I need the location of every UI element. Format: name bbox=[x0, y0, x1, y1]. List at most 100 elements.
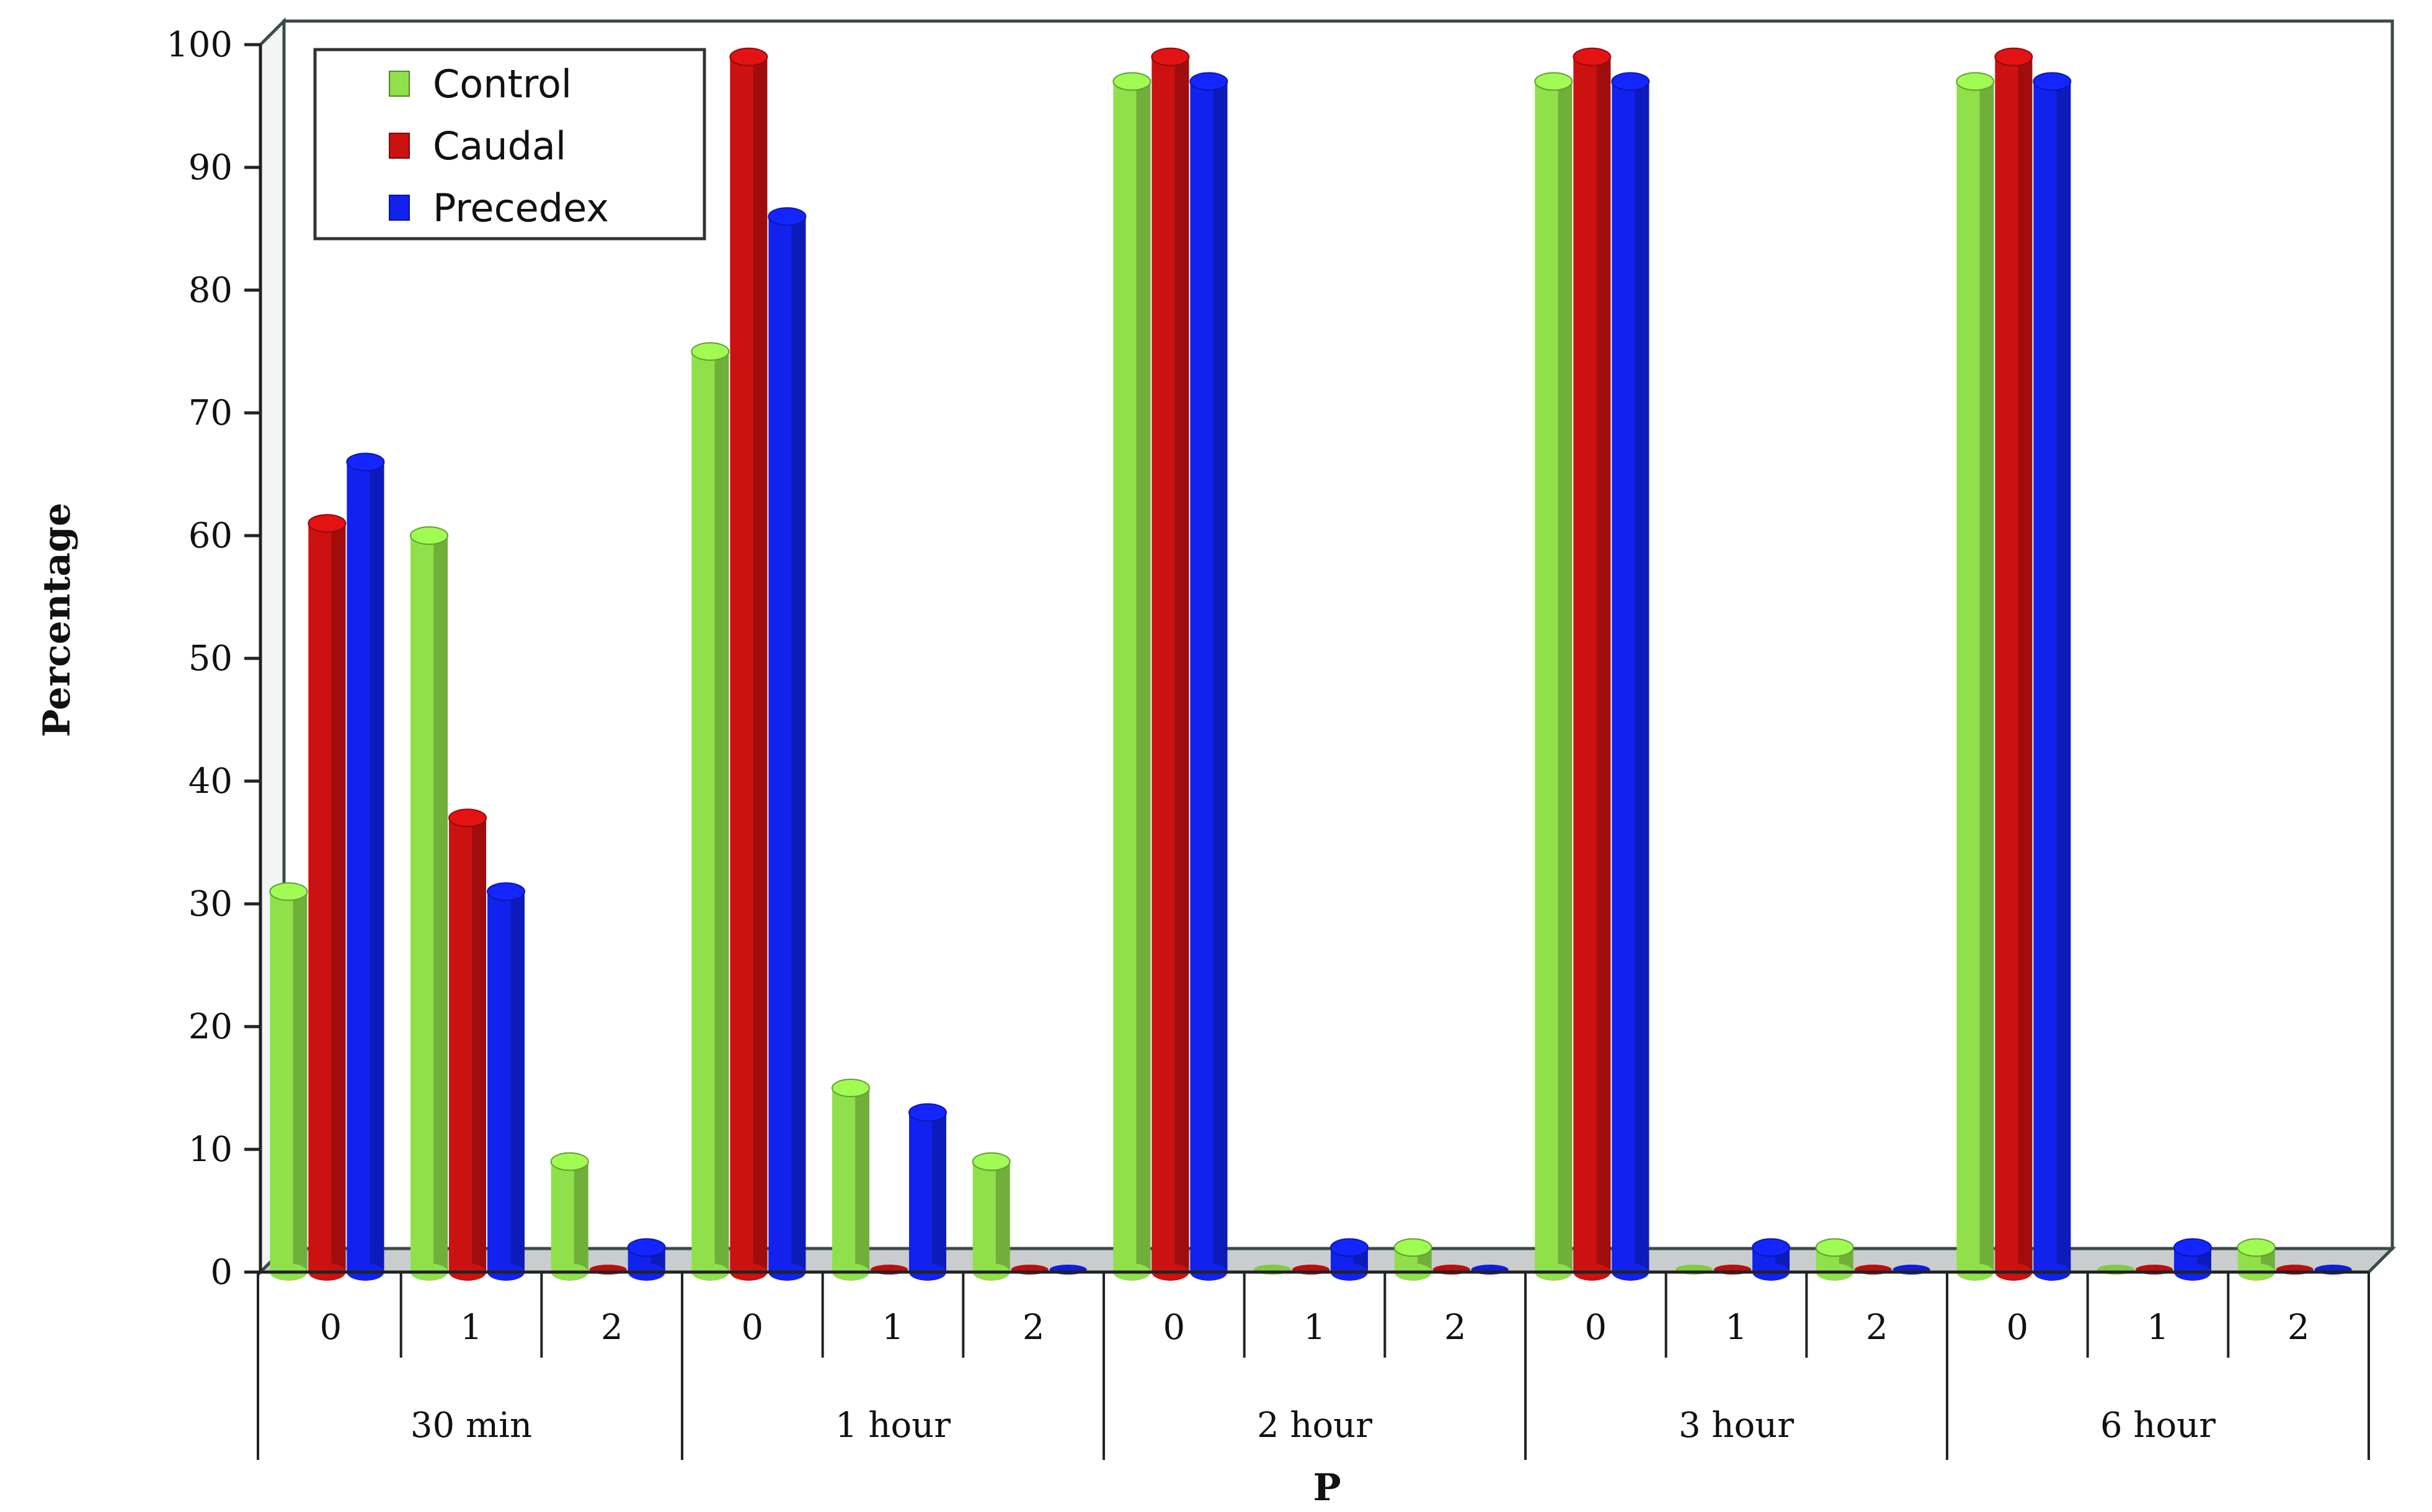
bar-control-30-min-p2 bbox=[550, 1152, 589, 1281]
legend-label-precedex: Precedex bbox=[433, 185, 609, 231]
x-tick-label: 2 bbox=[2288, 1307, 2310, 1348]
bar-top bbox=[1151, 47, 1190, 66]
legend-swatch-precedex bbox=[389, 195, 410, 221]
bar-control-30-min-p1 bbox=[410, 526, 448, 1281]
bar-shade bbox=[370, 462, 384, 1273]
x-tick-label: 1 bbox=[1303, 1307, 1326, 1348]
y-axis: 0 10 20 30 40 50 60 70 80 90 100 bbox=[166, 25, 262, 1293]
bar-shade bbox=[2018, 56, 2033, 1272]
y-tick-label: 60 bbox=[189, 516, 233, 556]
bar-top bbox=[410, 526, 448, 545]
legend-swatch-control bbox=[389, 71, 410, 97]
bar-top bbox=[729, 47, 768, 66]
bar-shade bbox=[855, 1088, 869, 1272]
bar-control-1-hour-p1 bbox=[832, 1079, 870, 1281]
bar-top bbox=[269, 882, 308, 901]
bar-shade bbox=[932, 1112, 946, 1272]
bar-top bbox=[1752, 1238, 1790, 1257]
bar-control-6-hour-p0 bbox=[1956, 72, 1995, 1281]
bar-precedex-2-hour-p1 bbox=[1330, 1238, 1369, 1281]
bar-top bbox=[1112, 72, 1152, 91]
bar-top bbox=[2237, 1238, 2276, 1257]
bar-shade bbox=[791, 216, 806, 1273]
bar-precedex-3-hour-p1 bbox=[1752, 1238, 1790, 1281]
y-tick-label: 40 bbox=[189, 761, 233, 802]
legend-swatch-caudal bbox=[389, 133, 410, 159]
x-group-label: 30 min bbox=[411, 1405, 532, 1446]
bar-precedex-1-hour-p1 bbox=[908, 1103, 947, 1281]
legend-label-caudal: Caudal bbox=[433, 123, 566, 169]
x-tick-label: 0 bbox=[320, 1307, 342, 1348]
bar-shade bbox=[714, 351, 729, 1272]
bar-top bbox=[1815, 1238, 1854, 1257]
bar-control-2-hour-p2 bbox=[1393, 1238, 1432, 1281]
bar-control-1-hour-p2 bbox=[972, 1152, 1011, 1281]
bar-control-1-hour-p0 bbox=[691, 342, 730, 1281]
legend: Control Caudal Precedex bbox=[313, 48, 706, 241]
y-tick-label: 20 bbox=[189, 1007, 233, 1047]
bar-precedex-30-min-p2 bbox=[627, 1238, 666, 1281]
bar-shade bbox=[1136, 81, 1151, 1272]
bar-caudal-30-min-p1 bbox=[448, 808, 487, 1281]
bar-shade bbox=[472, 818, 486, 1272]
x-axis: 0 1 2 30 min 0 1 2 1 hour 0 1 2 2 hour 0 1 2 3 hour 0 1 2 6… bbox=[257, 1270, 2370, 1460]
x-tick-label: 0 bbox=[1585, 1307, 1607, 1348]
bar-shade bbox=[995, 1161, 1010, 1272]
bar-control-6-hour-p2 bbox=[2237, 1238, 2276, 1281]
x-tick-label: 2 bbox=[1866, 1307, 1888, 1348]
bar-precedex-2-hour-p0 bbox=[1189, 72, 1228, 1281]
bar-shade bbox=[433, 536, 448, 1272]
y-tick-label: 10 bbox=[189, 1130, 233, 1170]
bar-shade bbox=[1174, 56, 1189, 1272]
bar-shade bbox=[293, 891, 308, 1272]
y-tick-label: 70 bbox=[189, 393, 233, 433]
bar-precedex-30-min-p1 bbox=[487, 882, 525, 1281]
x-tick-label: 1 bbox=[882, 1307, 904, 1348]
bar-top bbox=[308, 514, 347, 533]
bar-control-3-hour-p2 bbox=[1815, 1238, 1854, 1281]
bar-top bbox=[1573, 47, 1612, 66]
y-tick-label: 30 bbox=[189, 884, 233, 924]
x-tick-label: 2 bbox=[1444, 1307, 1467, 1348]
bar-top bbox=[1956, 72, 1995, 91]
x-group-label: 2 hour bbox=[1257, 1405, 1372, 1446]
y-tick-label: 100 bbox=[166, 25, 233, 65]
bar-precedex-6-hour-p1 bbox=[2173, 1238, 2212, 1281]
x-group-label: 6 hour bbox=[2100, 1405, 2216, 1446]
x-group-label: 1 hour bbox=[835, 1405, 951, 1446]
bar-caudal-3-hour-p0 bbox=[1573, 47, 1612, 1281]
x-tick-label: 1 bbox=[460, 1307, 482, 1348]
bar-precedex-6-hour-p0 bbox=[2033, 72, 2072, 1281]
bar-top bbox=[1330, 1238, 1369, 1257]
y-tick-label: 0 bbox=[210, 1252, 233, 1293]
y-tick-label: 50 bbox=[189, 639, 233, 679]
x-tick-label: 2 bbox=[601, 1307, 623, 1348]
x-tick-label: 0 bbox=[2007, 1307, 2029, 1348]
x-tick-label: 2 bbox=[1023, 1307, 1045, 1348]
y-axis-title: Percentage bbox=[35, 503, 79, 737]
bar-top bbox=[550, 1152, 589, 1171]
bar-top bbox=[1994, 47, 2033, 66]
bar-top bbox=[908, 1103, 947, 1122]
bar-top bbox=[1393, 1238, 1432, 1257]
bars bbox=[269, 47, 2352, 1281]
bar-top bbox=[2173, 1238, 2212, 1257]
bar-caudal-30-min-p0 bbox=[308, 514, 347, 1281]
bar-top bbox=[448, 808, 487, 828]
bar-shade bbox=[331, 523, 346, 1273]
bar-control-2-hour-p0 bbox=[1112, 72, 1152, 1281]
x-tick-label: 1 bbox=[2147, 1307, 2169, 1348]
bar-top bbox=[487, 882, 525, 901]
bar-shade bbox=[753, 56, 768, 1272]
bar-top bbox=[691, 342, 730, 361]
x-axis-title: P bbox=[1313, 1466, 1341, 1510]
bar-shade bbox=[1979, 81, 1994, 1272]
bar-top bbox=[627, 1238, 666, 1257]
bar-shade bbox=[1596, 56, 1611, 1272]
bar-top bbox=[1534, 72, 1573, 91]
bar-top bbox=[832, 1079, 870, 1097]
bar-precedex-30-min-p0 bbox=[346, 453, 385, 1281]
bar-shade bbox=[1635, 81, 1649, 1272]
x-tick-label: 0 bbox=[742, 1307, 764, 1348]
